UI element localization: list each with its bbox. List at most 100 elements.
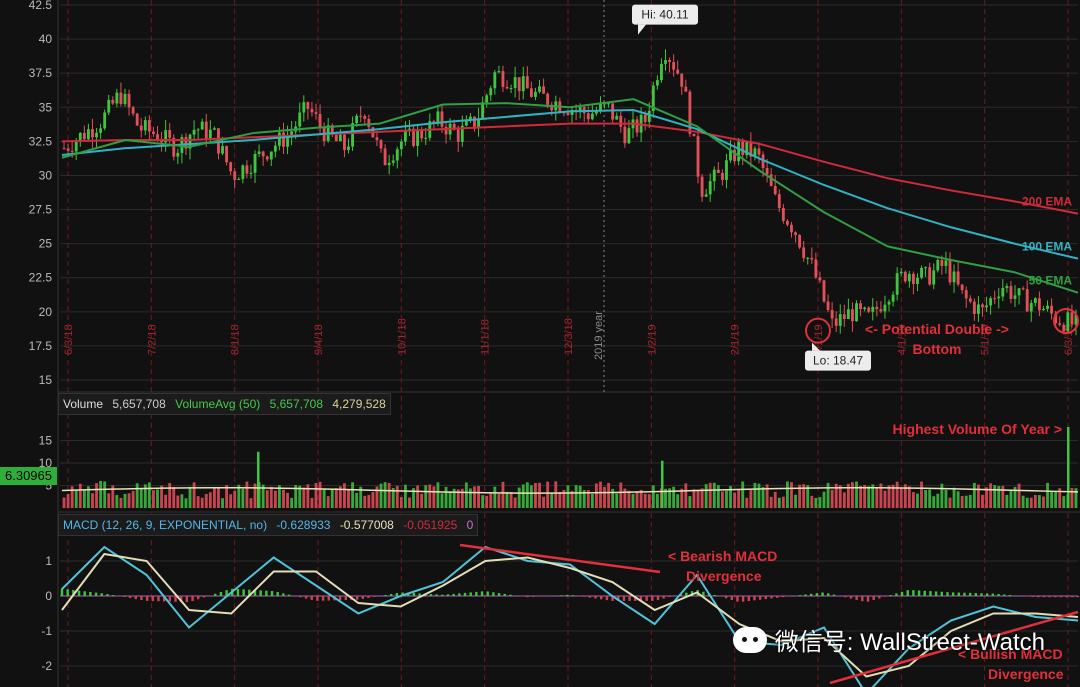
macd-histogram-bar: [634, 596, 637, 601]
volume-bar: [1029, 497, 1033, 508]
volume-bar: [237, 484, 241, 508]
macd-legend: MACD (12, 26, 9, EXPONENTIAL, no) -0.628…: [58, 514, 479, 536]
candle-body: [99, 128, 103, 133]
candle-body: [74, 141, 78, 152]
macd-histogram-bar: [900, 591, 904, 596]
macd-tick-label: -1: [41, 624, 52, 638]
volume-bar: [269, 486, 273, 508]
candle-body: [1042, 308, 1045, 311]
macd-pane: 1 0 -1 -2 < Bearish MACD Divergence < Bullish …: [41, 543, 1080, 687]
candle-body: [720, 172, 724, 180]
macd-histogram-bar: [140, 596, 143, 600]
volume-bar: [477, 485, 480, 508]
candle-body: [867, 307, 871, 312]
candle-body: [1029, 303, 1033, 312]
bearish-divergence-label-2: Divergence: [686, 568, 762, 584]
volume-bar: [412, 488, 415, 508]
volume-bar: [964, 495, 968, 508]
candle-body: [237, 178, 241, 180]
volume-bar: [928, 489, 932, 508]
candle-body: [245, 165, 249, 174]
macd-histogram-bar: [497, 593, 501, 596]
candle-body: [745, 141, 749, 156]
macd-histogram-bar: [276, 592, 279, 596]
candle-body: [363, 115, 367, 119]
candle-body: [111, 99, 115, 104]
candle-body: [1017, 288, 1021, 296]
price-pane: 42.54037.53532.53027.52522.52017.5156/3/…: [29, 0, 1079, 687]
volume-bar: [156, 489, 159, 508]
macd-histogram-bar: [537, 596, 540, 597]
macd-histogram-bar: [588, 596, 592, 598]
candle-body: [964, 290, 968, 299]
volume-bar: [1074, 488, 1078, 508]
second-bottom-circle: [1053, 308, 1079, 334]
macd-label: MACD (12, 26, 9, EXPONENTIAL, no): [63, 518, 268, 532]
volume-bar: [712, 482, 716, 508]
volume-bar: [855, 481, 858, 508]
candle-body: [82, 132, 86, 140]
volume-bar: [948, 497, 952, 508]
candle-body: [1062, 324, 1066, 332]
macd-histogram-bar: [248, 589, 251, 596]
volume-bar: [635, 492, 639, 508]
volume-bar: [172, 487, 176, 508]
volume-bar: [911, 492, 915, 508]
candle-body: [911, 273, 915, 284]
volume-bar: [444, 486, 448, 508]
volume-bar: [310, 497, 314, 508]
macd-histogram-bar: [202, 596, 206, 598]
candle-body: [310, 108, 314, 113]
price-tick-label: 15: [39, 373, 53, 387]
candle-body: [826, 301, 830, 310]
bullish-divergence-label: < Bullish MACD: [958, 646, 1063, 662]
candle-body: [977, 304, 980, 314]
volume-bar: [241, 488, 245, 508]
candle-body: [846, 309, 850, 320]
macd-histogram-bar: [526, 596, 529, 598]
volume-bar: [875, 488, 879, 508]
candle-body: [420, 130, 424, 139]
month-tick-label: 5/1/19: [980, 324, 992, 355]
volume-bar: [290, 497, 294, 508]
macd-histogram-bar: [968, 592, 972, 596]
macd-histogram-bar: [367, 596, 370, 598]
volume-bar: [582, 490, 586, 508]
candle-body: [436, 111, 440, 123]
macd-histogram-bar: [906, 590, 909, 596]
macd-histogram-bar: [764, 596, 768, 600]
volume-value: 5,657,708: [112, 397, 166, 411]
candle-body: [513, 77, 517, 88]
volume-bar: [562, 489, 566, 508]
volume-bar: [363, 495, 367, 508]
candle-body: [123, 93, 127, 105]
macd-histogram-bar: [197, 596, 200, 600]
macd-histogram-bar: [123, 596, 126, 598]
volume-bar: [286, 492, 289, 508]
macd-histogram-bar: [401, 592, 404, 596]
macd-histogram-bar: [594, 596, 597, 599]
volume-bar: [603, 486, 606, 508]
candle-body: [786, 220, 789, 225]
macd-histogram-bar: [878, 596, 881, 599]
volume-spike: [257, 451, 260, 508]
volume-bar: [464, 482, 468, 508]
candle-body: [529, 88, 533, 97]
macd-histogram-bar: [316, 596, 319, 601]
volume-bar: [708, 482, 712, 508]
volume-bar: [716, 485, 720, 508]
price-tick-label: 37.5: [29, 66, 53, 80]
highest-volume-annotation: Highest Volume Of Year >: [893, 421, 1062, 437]
candle-body: [822, 280, 826, 302]
candle-body: [257, 151, 261, 154]
volume-bar: [997, 486, 1001, 508]
candle-body: [712, 169, 716, 182]
candle-body: [505, 86, 509, 89]
candle-body: [806, 257, 810, 259]
volume-tick-label: 5: [45, 479, 52, 493]
macd-histogram-bar: [810, 593, 813, 596]
candle-body: [355, 115, 359, 124]
volume-bar: [859, 485, 862, 508]
volume-bar: [639, 489, 643, 508]
